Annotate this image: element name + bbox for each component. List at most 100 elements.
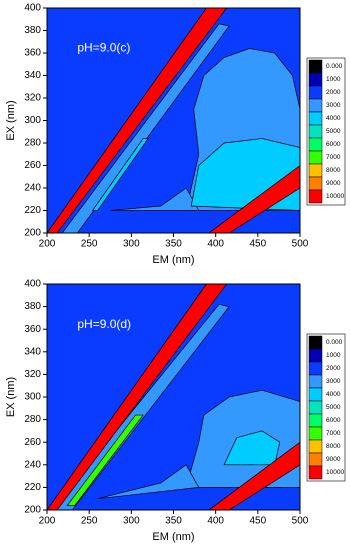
contour-region — [110, 187, 200, 211]
x-tick-label: 300 — [123, 239, 140, 250]
x-tick-label: 500 — [292, 239, 309, 250]
x-tick-label: 450 — [249, 516, 266, 527]
y-axis-label: EX (nm) — [5, 100, 17, 140]
colorbar-swatch — [308, 361, 323, 376]
colorbar-label: 2000 — [326, 365, 341, 372]
plot-area — [47, 8, 300, 233]
colorbar-label: 6000 — [326, 141, 341, 148]
colorbar-label: 7000 — [326, 430, 341, 437]
colorbar-swatch — [308, 348, 323, 363]
colorbar-label: 9000 — [326, 180, 341, 187]
colorbar-label: 5000 — [326, 128, 341, 135]
colorbar-label: 9000 — [326, 456, 341, 463]
colorbar-swatch — [308, 176, 323, 191]
colorbar-frame — [306, 333, 346, 482]
colorbar-swatch — [308, 426, 323, 441]
y-tick-label: 320 — [24, 369, 41, 380]
y-tick-label: 200 — [24, 505, 41, 516]
y-tick-label: 200 — [24, 228, 41, 239]
y-tick-label: 220 — [24, 482, 41, 493]
colorbar-swatch — [308, 189, 323, 204]
y-tick-label: 340 — [24, 70, 41, 81]
colorbar-frame — [306, 57, 346, 206]
colorbar-label: 10000 — [326, 193, 344, 200]
x-tick-label: 500 — [292, 516, 309, 527]
y-axis-label: EX (nm) — [5, 377, 17, 417]
y-tick-label: 360 — [24, 48, 41, 59]
colorbar-label: 10000 — [326, 469, 344, 476]
colorbar-label: 5000 — [326, 404, 341, 411]
contour-region — [97, 464, 200, 500]
x-axis-label: EM (nm) — [152, 254, 194, 266]
colorbar-swatch — [308, 374, 323, 389]
annotation: pH=9.0(d) — [77, 317, 131, 331]
colorbar-swatch — [308, 439, 323, 454]
contour-region — [61, 23, 230, 233]
colorbar-label: 4000 — [326, 391, 341, 398]
colorbar-swatch — [308, 124, 323, 139]
y-tick-label: 400 — [24, 279, 41, 290]
y-tick-label: 300 — [24, 115, 41, 126]
colorbar-label: 8000 — [326, 443, 341, 450]
x-tick-label: 350 — [165, 239, 182, 250]
x-tick-label: 200 — [39, 239, 56, 250]
colorbar-label: 6000 — [326, 417, 341, 424]
colorbar-swatch — [308, 137, 323, 152]
colorbar-label: 1000 — [326, 76, 341, 83]
colorbar-swatch — [308, 59, 323, 74]
contour-region — [223, 430, 281, 466]
x-tick-label: 450 — [249, 239, 266, 250]
colorbar-label: 0.000 — [326, 63, 343, 70]
colorbar-swatch — [308, 452, 323, 467]
colorbar-label: 8000 — [326, 167, 341, 174]
plot: 200 250 300 350 400 450 500 200 220 240 260 280 300 3… — [5, 3, 346, 266]
colorbar-swatch — [308, 150, 323, 165]
contour-region — [208, 441, 300, 510]
colorbar-label: 3000 — [326, 378, 341, 385]
colorbar-label: 1000 — [326, 352, 341, 359]
colorbar-swatch — [308, 335, 323, 350]
x-tick-label: 250 — [81, 516, 98, 527]
y-tick-label: 380 — [24, 301, 41, 312]
x-axis-label: EM (nm) — [152, 531, 194, 543]
y-tick-label: 360 — [24, 324, 41, 335]
colorbar-label: 4000 — [326, 115, 341, 122]
colorbar-swatch — [308, 98, 323, 113]
x-tick-label: 300 — [123, 516, 140, 527]
y-tick-label: 260 — [24, 437, 41, 448]
y-tick-label: 300 — [24, 392, 41, 403]
y-tick-label: 340 — [24, 346, 41, 357]
y-tick-label: 380 — [24, 25, 41, 36]
colorbar-swatch — [308, 413, 323, 428]
colorbar-label: 7000 — [326, 154, 341, 161]
contour-region — [91, 138, 149, 211]
y-tick-label: 400 — [24, 3, 41, 14]
x-tick-label: 350 — [165, 516, 182, 527]
contour-region — [47, 284, 228, 510]
y-tick-label: 280 — [24, 414, 41, 425]
x-tick-label: 200 — [39, 516, 56, 527]
colorbar-swatch — [308, 465, 323, 480]
x-tick-label: 250 — [81, 239, 98, 250]
y-tick-label: 320 — [24, 93, 41, 104]
colorbar-swatch — [308, 72, 323, 87]
annotation: pH=9.0(c) — [77, 41, 130, 55]
colorbar-swatch — [308, 111, 323, 126]
x-tick-label: 400 — [207, 516, 224, 527]
contour-region — [66, 414, 144, 506]
colorbar-label: 0.000 — [326, 339, 343, 346]
colorbar-swatch — [308, 85, 323, 100]
colorbar-swatch — [308, 163, 323, 178]
colorbar-label: 3000 — [326, 102, 341, 109]
y-tick-label: 260 — [24, 160, 41, 171]
colorbar-swatch — [308, 400, 323, 415]
y-tick-label: 220 — [24, 205, 41, 216]
y-tick-label: 240 — [24, 183, 41, 194]
colorbar-label: 2000 — [326, 89, 341, 96]
contour-region — [47, 8, 228, 233]
colorbar-swatch — [308, 387, 323, 402]
y-tick-label: 280 — [24, 138, 41, 149]
plot-area — [47, 284, 300, 510]
